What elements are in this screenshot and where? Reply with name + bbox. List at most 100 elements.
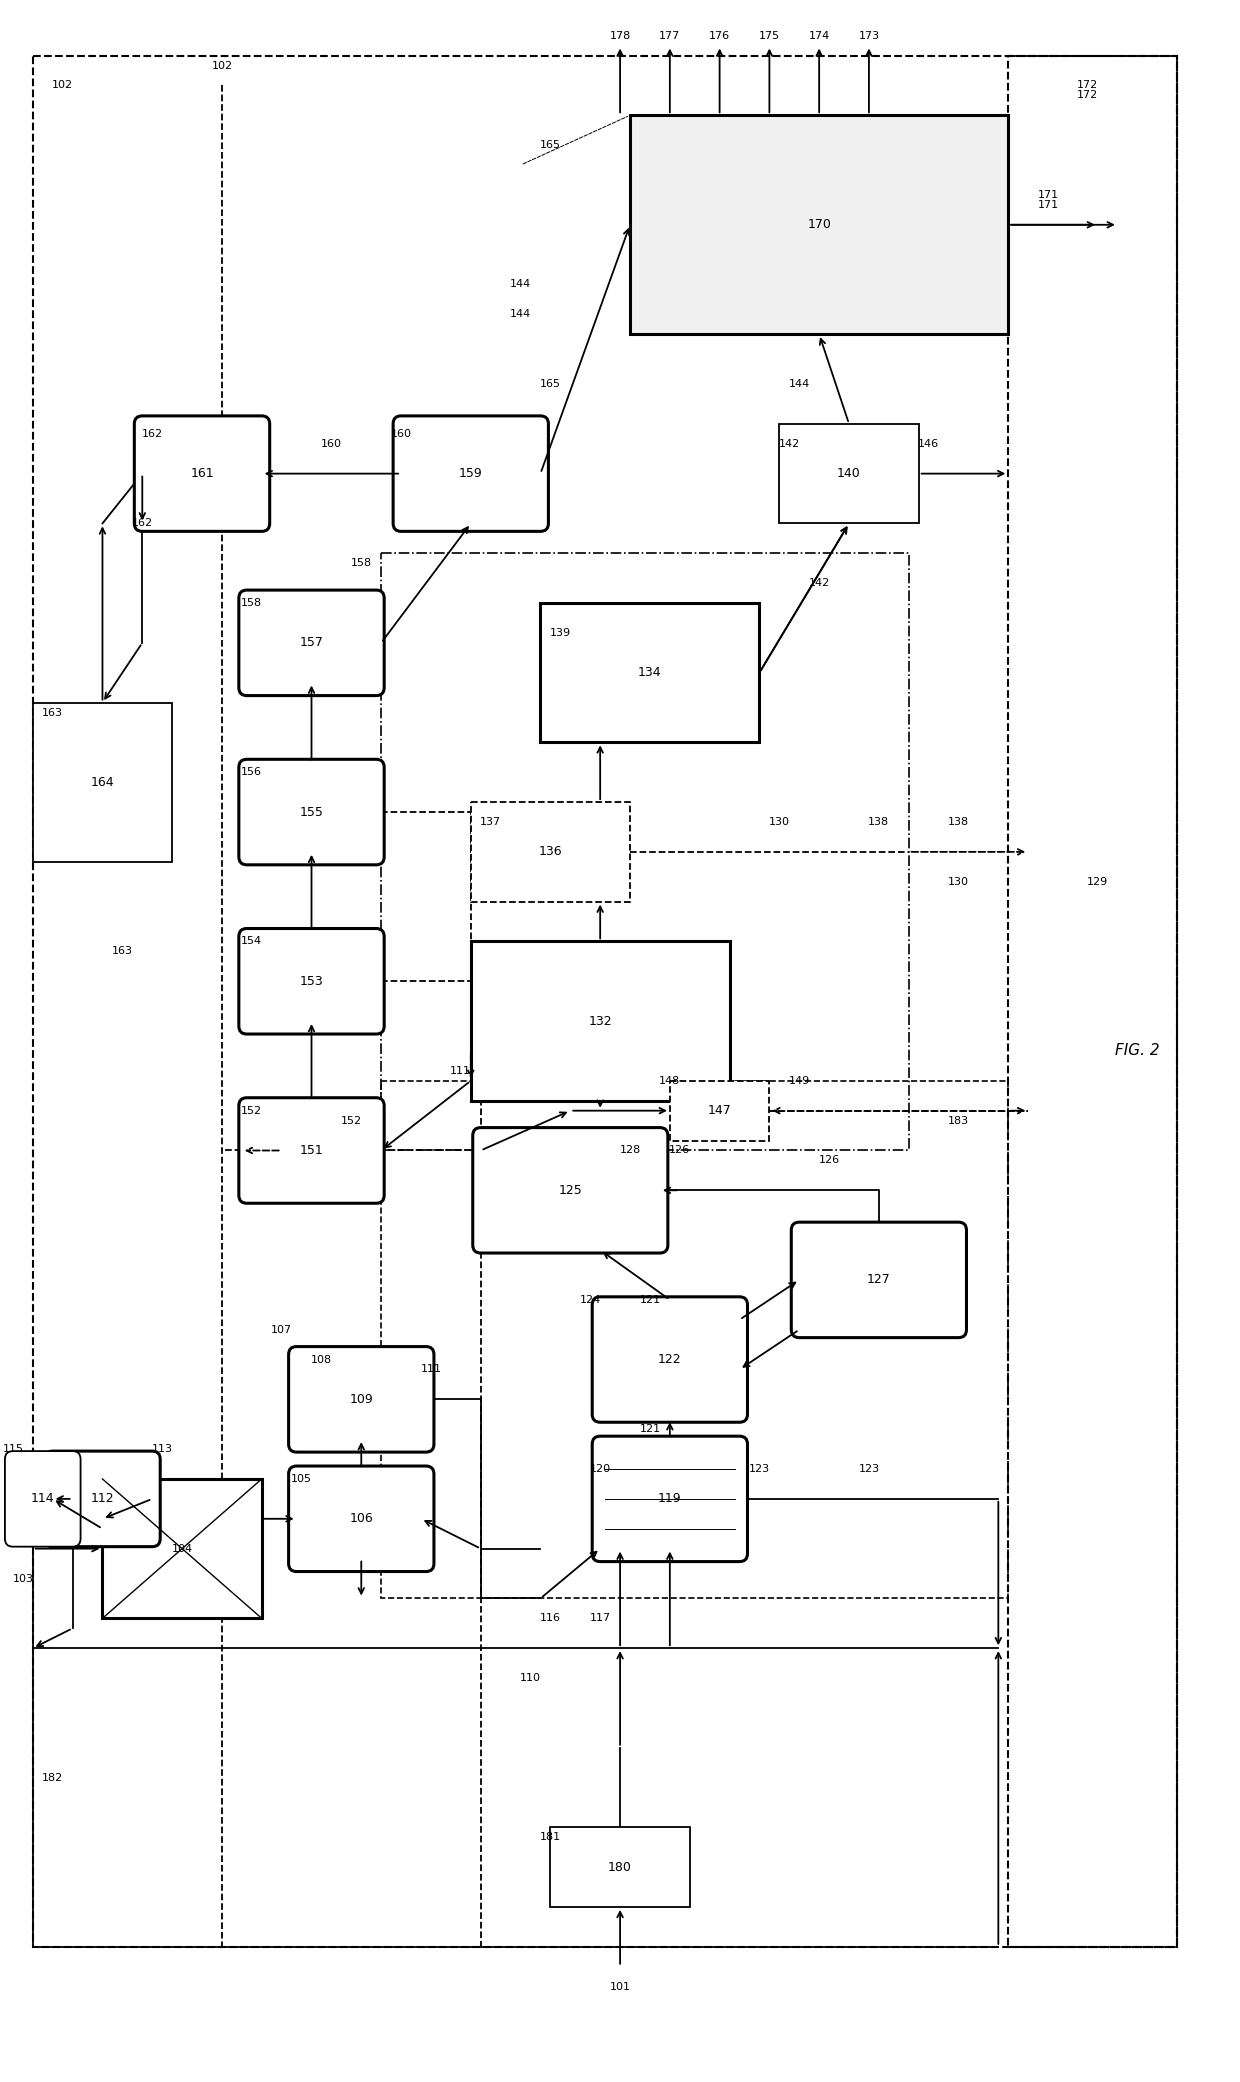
Text: 110: 110 [520, 1674, 541, 1682]
Text: 148: 148 [660, 1076, 681, 1087]
Text: 122: 122 [658, 1353, 682, 1366]
Text: 171: 171 [1038, 189, 1059, 200]
Text: 109: 109 [350, 1393, 373, 1405]
Text: 114: 114 [31, 1493, 55, 1505]
Text: 105: 105 [291, 1474, 312, 1484]
Text: 111: 111 [420, 1364, 441, 1374]
Text: 158: 158 [351, 558, 372, 568]
Text: 107: 107 [272, 1324, 293, 1335]
Text: 102: 102 [211, 60, 232, 71]
Text: 121: 121 [640, 1295, 661, 1305]
Text: 152: 152 [242, 1106, 263, 1116]
Text: 160: 160 [391, 429, 412, 439]
Text: 156: 156 [242, 768, 263, 777]
Text: 140: 140 [837, 466, 861, 481]
Text: 123: 123 [749, 1464, 770, 1474]
Bar [630, 115, 1008, 335]
Bar [381, 1081, 1008, 1599]
FancyBboxPatch shape [393, 416, 548, 531]
Text: 160: 160 [321, 439, 342, 450]
Text: 103: 103 [12, 1574, 33, 1584]
Text: 139: 139 [549, 629, 570, 637]
Text: 104: 104 [171, 1543, 192, 1553]
Text: 124: 124 [579, 1295, 601, 1305]
Text: 138: 138 [947, 816, 970, 827]
Text: 125: 125 [558, 1185, 583, 1197]
Text: 175: 175 [759, 31, 780, 42]
Text: 144: 144 [510, 279, 531, 289]
Text: 161: 161 [190, 466, 213, 481]
Text: 111: 111 [450, 1066, 471, 1076]
Text: 183: 183 [947, 1116, 970, 1126]
FancyBboxPatch shape [239, 589, 384, 695]
FancyBboxPatch shape [5, 1451, 81, 1547]
Bar [779, 425, 919, 523]
Text: 115: 115 [2, 1445, 24, 1453]
Text: 149: 149 [789, 1076, 810, 1087]
Text: 106: 106 [350, 1512, 373, 1526]
Bar [32, 702, 172, 862]
FancyBboxPatch shape [134, 416, 269, 531]
Text: 129: 129 [1087, 877, 1109, 887]
Text: 130: 130 [949, 877, 968, 887]
Text: 134: 134 [639, 666, 662, 679]
Text: 138: 138 [868, 816, 889, 827]
Text: 165: 165 [539, 379, 560, 389]
Text: 154: 154 [242, 937, 263, 947]
Bar [551, 1828, 689, 1907]
Text: 172: 172 [1078, 90, 1099, 100]
Text: 130: 130 [769, 816, 790, 827]
Text: 178: 178 [609, 31, 631, 42]
Text: 102: 102 [52, 81, 73, 90]
Text: 128: 128 [620, 1145, 641, 1156]
Text: 155: 155 [300, 806, 324, 818]
Text: 181: 181 [539, 1832, 560, 1843]
Bar [381, 554, 909, 1151]
Text: 108: 108 [311, 1355, 332, 1364]
Text: 151: 151 [300, 1143, 324, 1158]
Text: 153: 153 [300, 974, 324, 987]
Text: 157: 157 [300, 637, 324, 650]
FancyBboxPatch shape [593, 1297, 748, 1422]
Text: 146: 146 [918, 439, 939, 450]
Text: 126: 126 [670, 1145, 691, 1156]
Text: 152: 152 [341, 1116, 362, 1126]
Text: 174: 174 [808, 31, 830, 42]
Text: 171: 171 [1038, 200, 1059, 210]
Text: 170: 170 [807, 219, 831, 231]
FancyBboxPatch shape [239, 929, 384, 1035]
Text: 127: 127 [867, 1274, 890, 1287]
Bar [471, 941, 729, 1101]
Text: 163: 163 [42, 708, 63, 718]
FancyBboxPatch shape [45, 1451, 160, 1547]
Text: 137: 137 [480, 816, 501, 827]
Text: 177: 177 [660, 31, 681, 42]
FancyBboxPatch shape [289, 1466, 434, 1572]
Text: 158: 158 [242, 598, 263, 608]
Text: 119: 119 [658, 1493, 682, 1505]
Text: 172: 172 [1078, 81, 1099, 90]
Bar [670, 1081, 769, 1141]
Text: 180: 180 [608, 1861, 632, 1874]
Text: 101: 101 [610, 1982, 631, 1992]
Text: 147: 147 [708, 1103, 732, 1118]
Text: 117: 117 [589, 1614, 611, 1624]
Text: 132: 132 [588, 1014, 613, 1029]
Text: 165: 165 [539, 139, 560, 150]
Text: 112: 112 [91, 1493, 114, 1505]
Text: 123: 123 [858, 1464, 879, 1474]
Bar [103, 1478, 262, 1618]
FancyBboxPatch shape [239, 760, 384, 864]
Text: 116: 116 [539, 1614, 560, 1624]
Text: 176: 176 [709, 31, 730, 42]
Text: 142: 142 [779, 439, 800, 450]
Text: 162: 162 [131, 518, 153, 529]
Text: 120: 120 [589, 1464, 611, 1474]
Text: 121: 121 [640, 1424, 661, 1434]
Text: 182: 182 [42, 1772, 63, 1782]
Text: 173: 173 [858, 31, 879, 42]
FancyBboxPatch shape [593, 1437, 748, 1562]
FancyBboxPatch shape [239, 1097, 384, 1203]
FancyBboxPatch shape [791, 1222, 966, 1337]
Text: FIG. 2: FIG. 2 [1115, 1043, 1159, 1058]
